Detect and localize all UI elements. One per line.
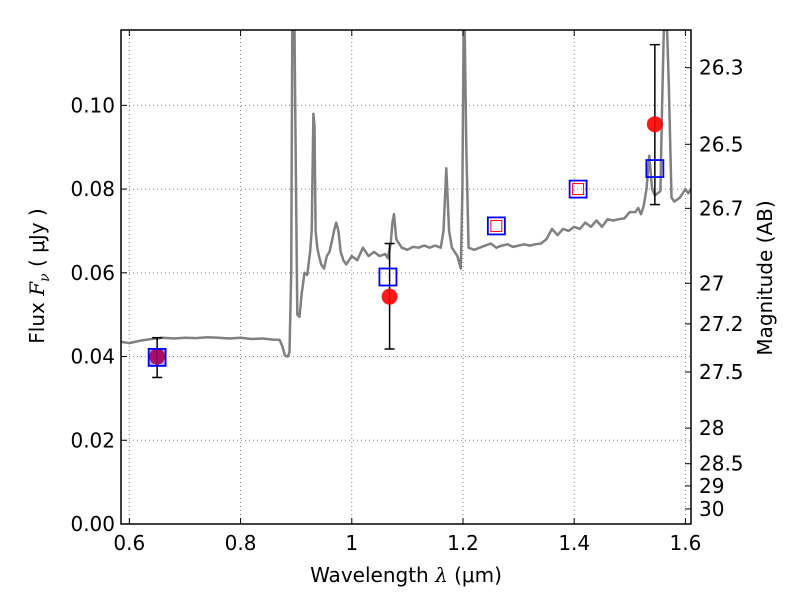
y2-tick-label: 26.5 — [699, 132, 744, 156]
y2-tick-label: 26.3 — [699, 56, 744, 80]
x-tick-label: 0.6 — [113, 531, 145, 555]
x-tick-label: 1.6 — [670, 531, 702, 555]
y2-tick-label: 29 — [699, 474, 724, 498]
plot-data — [121, 30, 691, 379]
y2-tick-label: 28.5 — [699, 452, 744, 476]
y2-tick-label: 26.7 — [699, 196, 744, 220]
y-tick-label: 0.10 — [70, 93, 115, 117]
observed-point — [646, 116, 663, 133]
y2-tick-label: 30 — [699, 497, 724, 521]
model-band-marker — [147, 347, 167, 367]
x-tick-label: 0.8 — [225, 531, 257, 555]
right-axis-label: Magnitude (AB) — [753, 200, 777, 355]
y-tick-label: 0.06 — [70, 261, 115, 285]
x-tick-label: 1.4 — [558, 531, 590, 555]
x-tick-label: 1.2 — [447, 531, 479, 555]
y-axis-label: Flux Fν ( μJy ) — [25, 208, 53, 343]
grid — [121, 30, 691, 525]
y-tick-label: 0.02 — [70, 428, 115, 452]
y-tick-label: 0.04 — [70, 345, 115, 369]
observed-point — [381, 288, 398, 305]
x-axis-label: Wavelength λ (μm) — [310, 563, 502, 587]
inner-marker — [572, 183, 585, 196]
inner-marker — [490, 219, 503, 232]
model-band-marker — [645, 159, 665, 178]
observed-point — [149, 348, 166, 365]
y2-tick-label: 27 — [699, 271, 724, 295]
model-band-marker — [568, 179, 588, 199]
y2-tick-label: 28 — [699, 416, 724, 440]
y2-tick-label: 27.2 — [699, 312, 744, 336]
model-band-marker — [486, 216, 506, 236]
y-tick-label: 0.00 — [70, 512, 115, 536]
model-band-marker — [378, 267, 398, 287]
y2-tick-label: 27.5 — [699, 360, 744, 384]
axis-ticks: 0.6 0.8 1 1.2 1.4 1.6 0.00 0.02 0.04 0.06 0.08 0.10… — [70, 30, 744, 555]
x-tick-label: 1 — [345, 531, 358, 555]
y-tick-label: 0.08 — [70, 177, 115, 201]
plot-frame — [120, 29, 692, 525]
overlap-shade — [149, 349, 166, 366]
sed-model-line — [121, 30, 691, 358]
